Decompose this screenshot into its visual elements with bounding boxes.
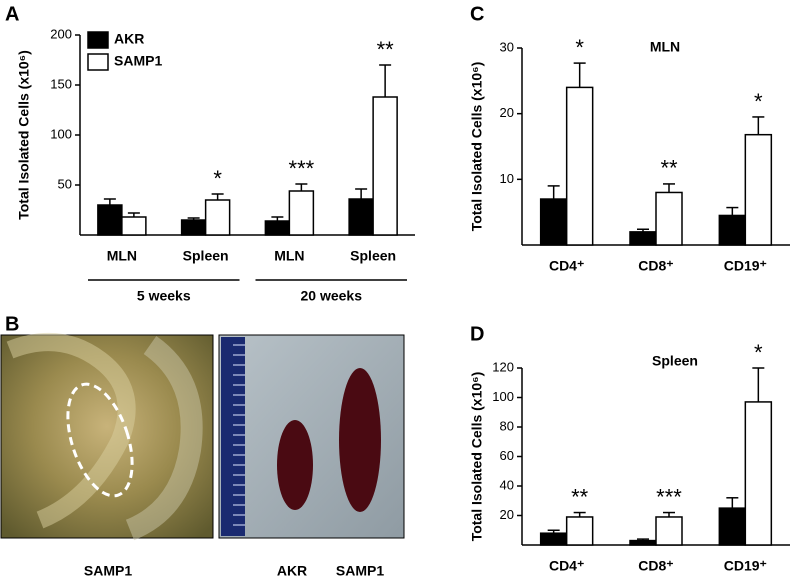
group-label: 5 weeks <box>137 288 191 304</box>
x-tick-label: CD8⁺ <box>638 558 673 574</box>
x-tick-label: CD8⁺ <box>638 258 673 274</box>
bar <box>744 401 773 546</box>
y-axis-label: Total Isolated Cells (x10⁶) <box>469 62 485 232</box>
significance: * <box>754 340 763 365</box>
bar <box>539 198 568 246</box>
y-tick-label: 200 <box>50 26 72 41</box>
bar <box>348 198 374 236</box>
significance: * <box>575 35 584 60</box>
y-tick-label: 50 <box>58 176 72 191</box>
bar <box>180 219 207 236</box>
y-axis-label: Total Isolated Cells (x10⁶) <box>16 50 32 220</box>
bar <box>629 231 657 246</box>
panel-label: A <box>5 3 19 25</box>
chart-title: Spleen <box>652 353 698 369</box>
y-tick-label: 150 <box>50 76 72 91</box>
bar <box>655 191 683 246</box>
legend-label: AKR <box>114 31 144 47</box>
panel-label: D <box>470 323 484 345</box>
significance: ** <box>571 484 589 509</box>
significance: ** <box>660 156 678 181</box>
photo-right <box>218 334 405 539</box>
panel-label: B <box>5 313 19 335</box>
y-tick-label: 30 <box>500 39 514 54</box>
bar <box>204 199 231 236</box>
y-tick-label: 80 <box>500 418 514 433</box>
x-tick-label: MLN <box>107 248 137 264</box>
x-tick-label: CD19⁺ <box>724 258 767 274</box>
bar <box>97 204 123 236</box>
x-tick-label: Spleen <box>350 248 396 264</box>
significance: * <box>754 89 763 114</box>
bar <box>288 190 315 236</box>
bar <box>718 507 747 546</box>
y-tick-label: 60 <box>500 448 514 463</box>
y-tick-label: 10 <box>500 171 514 186</box>
panel-label: C <box>470 3 484 25</box>
y-tick-label: 100 <box>50 126 72 141</box>
bar <box>121 216 147 236</box>
bar <box>565 516 594 546</box>
significance: ** <box>377 37 395 62</box>
y-axis-label: Total Isolated Cells (x10⁶) <box>469 372 485 542</box>
group-label: 20 weeks <box>301 288 363 304</box>
bar <box>372 96 398 236</box>
bar <box>718 214 747 246</box>
x-tick-label: CD19⁺ <box>724 558 767 574</box>
legend-swatch <box>87 53 109 71</box>
x-tick-label: Spleen <box>183 248 229 264</box>
photo-caption: SAMP1 <box>84 563 132 579</box>
x-tick-label: MLN <box>274 248 304 264</box>
y-tick-label: 20 <box>500 507 514 522</box>
bar <box>539 532 568 546</box>
significance: * <box>213 166 222 191</box>
y-tick-label: 100 <box>492 389 514 404</box>
bar <box>629 539 657 546</box>
y-tick-label: 40 <box>500 477 514 492</box>
y-tick-label: 20 <box>500 105 514 120</box>
photo-left <box>0 333 214 541</box>
bar <box>264 220 291 236</box>
legend-swatch <box>87 31 109 49</box>
x-tick-label: CD4⁺ <box>549 558 584 574</box>
significance: *** <box>656 484 682 509</box>
x-tick-label: CD4⁺ <box>549 258 584 274</box>
photo-caption: AKR <box>277 563 307 579</box>
bar <box>655 516 683 546</box>
photo-caption: SAMP1 <box>336 563 384 579</box>
y-tick-label: 120 <box>492 359 514 374</box>
chart-title: MLN <box>650 39 680 55</box>
bar <box>744 133 773 246</box>
significance: *** <box>289 156 315 181</box>
legend-label: SAMP1 <box>114 53 162 69</box>
bar <box>565 86 594 246</box>
